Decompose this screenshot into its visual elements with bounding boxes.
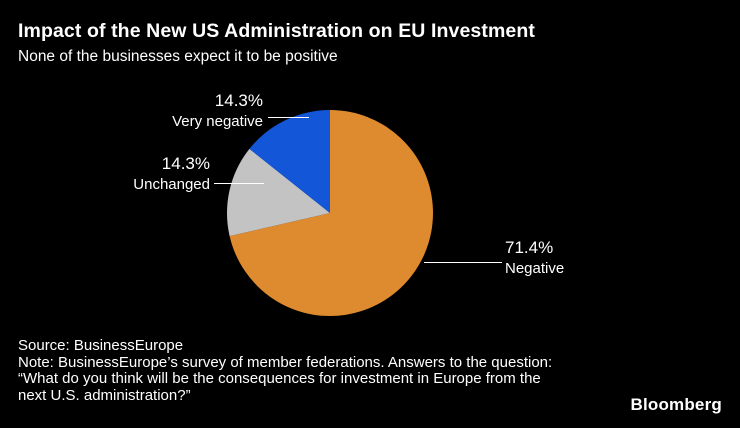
unchanged-label: Unchanged: [133, 176, 210, 193]
chart-title: Impact of the New US Administration on E…: [18, 20, 535, 42]
very-negative-value: 14.3%: [214, 91, 263, 110]
negative-value: 71.4%: [505, 238, 554, 257]
unchanged-value: 14.3%: [161, 154, 210, 173]
callout-negative: 71.4% Negative: [505, 238, 675, 277]
very-negative-label: Very negative: [172, 113, 263, 130]
pie-chart: [227, 110, 433, 316]
negative-label: Negative: [505, 260, 565, 277]
pie-slice-negative: [229, 110, 433, 316]
pie-slice-unchanged: [227, 148, 330, 237]
very-negative-leader-line: [268, 117, 309, 118]
pie-chart-container: [227, 110, 433, 316]
negative-leader-line: [424, 262, 502, 263]
unchanged-leader-line: [214, 183, 264, 184]
footer: Source: BusinessEurope Note: BusinessEur…: [18, 337, 566, 404]
chart-subtitle: None of the businesses expect it to be p…: [18, 48, 338, 65]
note-text: Note: BusinessEurope’s survey of member …: [18, 353, 553, 404]
pie-slice-very-negative: [249, 110, 330, 213]
callout-very-negative: 14.3% Very negative: [63, 91, 263, 130]
bloomberg-logo: Bloomberg: [630, 395, 722, 414]
source-line: Source: BusinessEurope: [18, 337, 184, 354]
callout-unchanged: 14.3% Unchanged: [10, 154, 210, 193]
